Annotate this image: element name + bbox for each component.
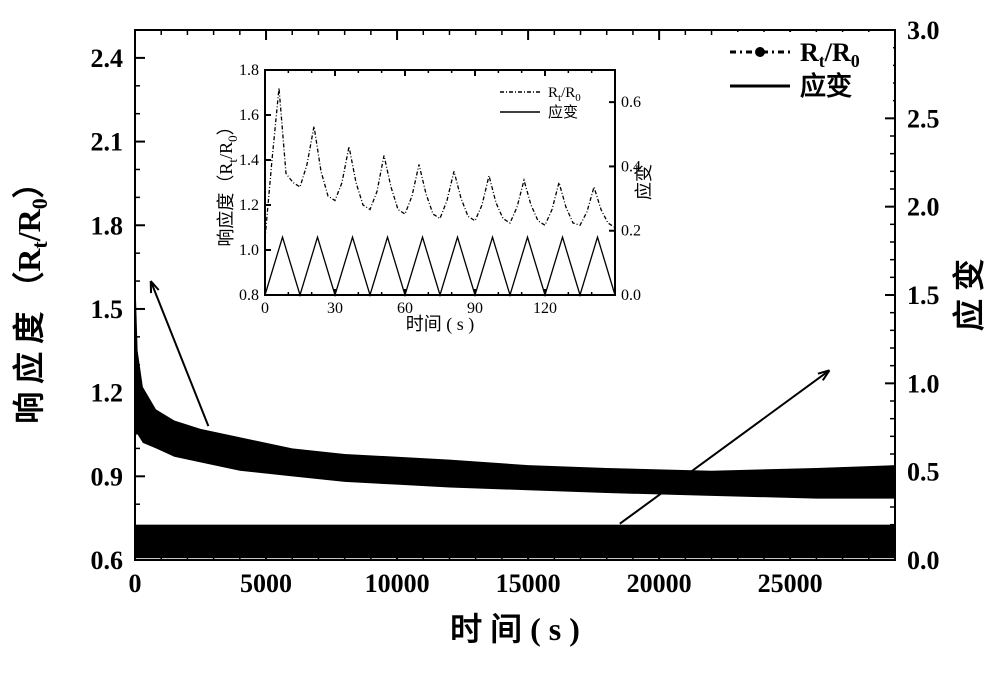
svg-text:5000: 5000 — [240, 569, 292, 598]
svg-text:1.8: 1.8 — [91, 211, 124, 240]
main-y1-axis-title: 响 应 度 （Rt/R0） — [11, 166, 52, 423]
svg-text:1.0: 1.0 — [239, 242, 259, 259]
svg-text:2.1: 2.1 — [91, 128, 124, 157]
svg-text:1.5: 1.5 — [907, 281, 940, 310]
inset-legend-s2: 应变 — [548, 103, 578, 121]
svg-text:30: 30 — [327, 300, 343, 317]
svg-text:1.6: 1.6 — [239, 107, 259, 124]
svg-text:0.6: 0.6 — [91, 546, 124, 575]
svg-text:20000: 20000 — [627, 569, 692, 598]
svg-text:0.9: 0.9 — [91, 462, 124, 491]
svg-text:0.8: 0.8 — [239, 287, 259, 304]
svg-text:1.0: 1.0 — [907, 369, 940, 398]
svg-text:1.8: 1.8 — [239, 62, 259, 79]
svg-text:15000: 15000 — [496, 569, 561, 598]
svg-text:0.2: 0.2 — [621, 223, 641, 240]
svg-text:10000: 10000 — [365, 569, 430, 598]
main-y2-axis-title: 应 变 — [951, 259, 987, 331]
svg-text:0: 0 — [129, 569, 142, 598]
inset-x-title: 时间 ( s ) — [406, 314, 475, 335]
svg-text:25000: 25000 — [758, 569, 823, 598]
svg-text:3.0: 3.0 — [907, 16, 940, 45]
svg-text:2.4: 2.4 — [91, 44, 124, 73]
legend-series2: 应变 — [800, 71, 852, 101]
svg-text:0.5: 0.5 — [907, 458, 940, 487]
svg-text:2.0: 2.0 — [907, 193, 940, 222]
main-y1-ticks: 0.6 0.9 1.2 1.5 1.8 2.1 2.4 — [91, 44, 146, 575]
main-strain-band — [136, 525, 894, 559]
svg-text:0: 0 — [261, 300, 269, 317]
svg-text:2.5: 2.5 — [907, 104, 940, 133]
svg-text:0.0: 0.0 — [621, 287, 641, 304]
chart-root: 0 5000 10000 15000 20000 25000 0.6 0.9 1.2 1.5 1.… — [0, 0, 1000, 676]
main-legend: Rt/R0 应变 — [720, 32, 893, 102]
inset-plot: 0306090120 0.81.01.21.41.61.8 0.00.20.40… — [216, 60, 655, 335]
chart-svg: 0 5000 10000 15000 20000 25000 0.6 0.9 1.2 1.5 1.… — [0, 0, 1000, 676]
svg-text:1.2: 1.2 — [91, 379, 124, 408]
svg-text:1.4: 1.4 — [239, 152, 259, 169]
svg-text:1.5: 1.5 — [91, 295, 124, 324]
svg-text:0.0: 0.0 — [907, 546, 940, 575]
inset-y2-title: 应变 — [634, 164, 654, 200]
svg-text:120: 120 — [533, 300, 557, 317]
svg-text:1.2: 1.2 — [239, 197, 259, 214]
main-x-axis-title: 时 间 ( s ) — [450, 611, 580, 647]
svg-text:0.6: 0.6 — [621, 94, 641, 111]
